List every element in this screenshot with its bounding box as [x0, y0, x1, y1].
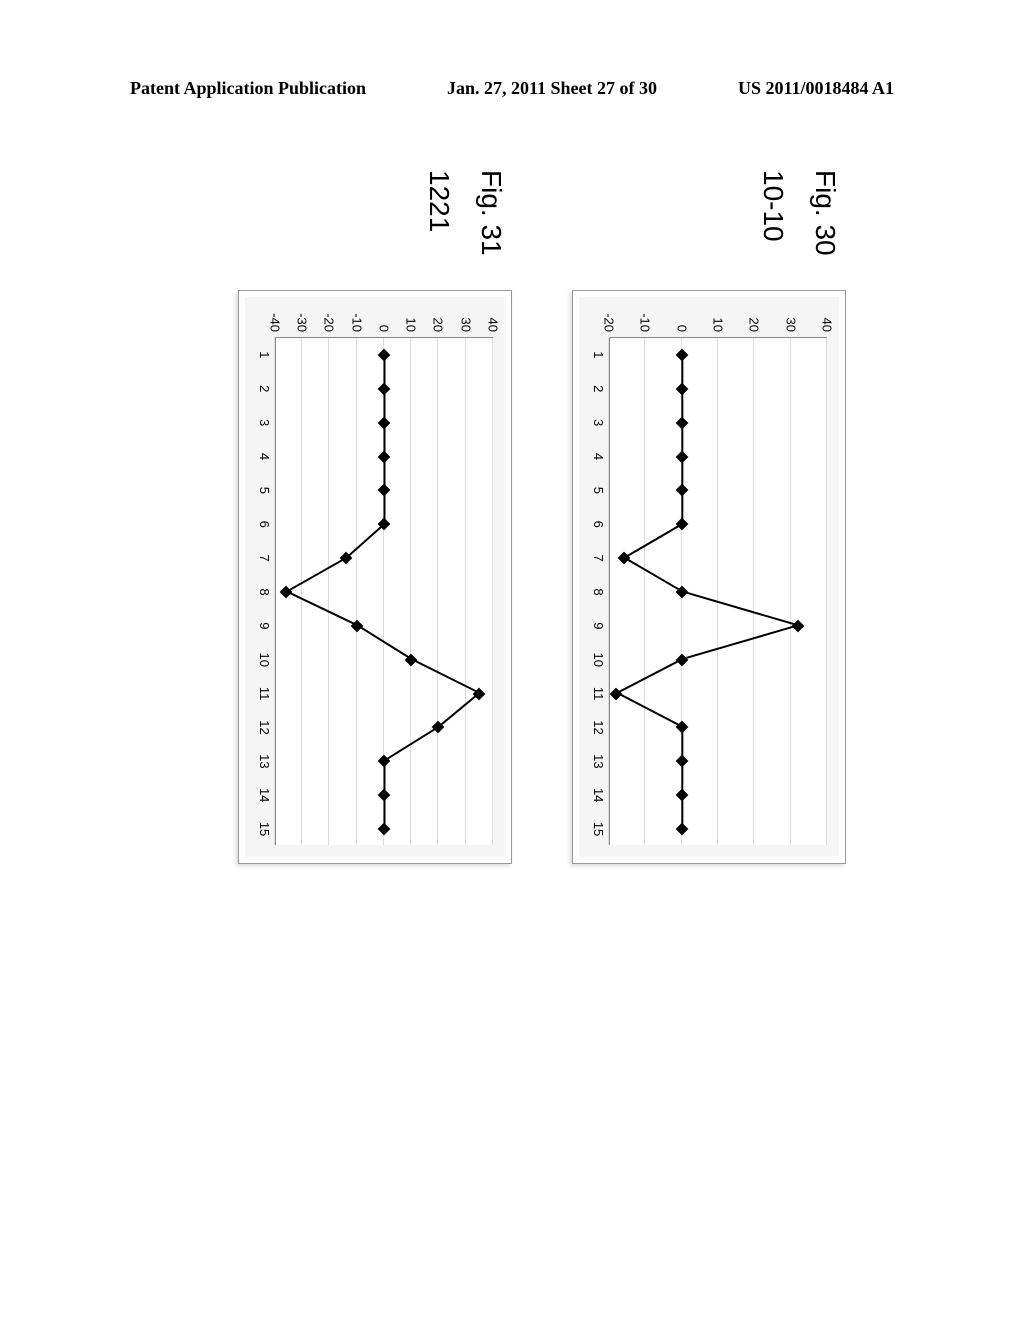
figure-30-chart-frame: -20-10010203040123456789101112131415	[572, 290, 846, 864]
figure-30-labels: Fig. 30 10-10	[757, 170, 846, 290]
figure-31-labels: Fig. 31 1221	[423, 170, 512, 290]
series-line	[610, 338, 827, 845]
x-tick-label: 2	[591, 385, 610, 392]
header-right: US 2011/0018484 A1	[738, 78, 894, 99]
y-tick-label: 40	[820, 318, 835, 338]
x-tick-label: 14	[591, 788, 610, 802]
x-tick-label: 11	[257, 687, 276, 701]
plot-area: -40-30-20-100102030401234567891011121314…	[275, 337, 493, 845]
figure-31-chart-frame: -40-30-20-100102030401234567891011121314…	[238, 290, 512, 864]
y-tick-label: 20	[431, 318, 446, 338]
x-tick-label: 7	[257, 555, 276, 562]
figure-30-title: Fig. 30	[809, 170, 841, 290]
figure-row-30: Fig. 30 10-10 -20-1001020304012345678910…	[572, 170, 846, 1150]
x-tick-label: 4	[257, 453, 276, 460]
x-tick-label: 9	[591, 622, 610, 629]
x-tick-label: 14	[257, 788, 276, 802]
figure-30-chart: -20-10010203040123456789101112131415	[579, 297, 839, 857]
x-tick-label: 13	[591, 754, 610, 768]
x-tick-label: 8	[257, 588, 276, 595]
y-tick-label: 30	[783, 318, 798, 338]
y-tick-label: 10	[404, 318, 419, 338]
x-tick-label: 10	[591, 652, 610, 666]
x-tick-label: 11	[591, 687, 610, 701]
x-tick-label: 5	[591, 487, 610, 494]
stage-inner: Fig. 30 10-10 -20-1001020304012345678910…	[238, 170, 846, 1150]
x-tick-label: 9	[257, 622, 276, 629]
figure-row-31: Fig. 31 1221 -40-30-20-10010203040123456…	[238, 170, 512, 1150]
x-tick-label: 2	[257, 385, 276, 392]
x-tick-label: 10	[257, 652, 276, 666]
x-tick-label: 3	[591, 419, 610, 426]
header-left: Patent Application Publication	[130, 78, 366, 99]
x-tick-label: 8	[591, 588, 610, 595]
y-tick-label: -20	[322, 313, 337, 338]
figure-30-subtitle: 10-10	[757, 170, 789, 290]
y-tick-label: 30	[458, 318, 473, 338]
x-tick-label: 12	[591, 720, 610, 734]
y-tick-label: -20	[602, 313, 617, 338]
x-tick-label: 13	[257, 754, 276, 768]
header-center: Jan. 27, 2011 Sheet 27 of 30	[447, 78, 657, 99]
x-tick-label: 1	[591, 351, 610, 358]
rotated-figure-stage: Fig. 30 10-10 -20-1001020304012345678910…	[178, 170, 846, 1150]
series-line	[276, 338, 493, 845]
x-tick-label: 3	[257, 419, 276, 426]
x-tick-label: 4	[591, 453, 610, 460]
x-tick-label: 15	[257, 822, 276, 836]
figure-31-subtitle: 1221	[423, 170, 455, 290]
y-tick-label: -10	[638, 313, 653, 338]
y-tick-label: -40	[268, 313, 283, 338]
y-tick-label: 10	[711, 318, 726, 338]
y-tick-label: 0	[674, 325, 689, 338]
y-tick-label: -30	[295, 313, 310, 338]
y-tick-label: -10	[349, 313, 364, 338]
x-tick-label: 7	[591, 555, 610, 562]
y-tick-label: 40	[486, 318, 501, 338]
plot-area: -20-10010203040123456789101112131415	[609, 337, 827, 845]
x-tick-label: 6	[591, 521, 610, 528]
figure-31-chart: -40-30-20-100102030401234567891011121314…	[245, 297, 505, 857]
figure-31-title: Fig. 31	[475, 170, 507, 290]
y-tick-label: 20	[747, 318, 762, 338]
y-tick-label: 0	[377, 325, 392, 338]
x-tick-label: 6	[257, 521, 276, 528]
page-header: Patent Application Publication Jan. 27, …	[0, 78, 1024, 99]
x-tick-label: 5	[257, 487, 276, 494]
x-tick-label: 15	[591, 822, 610, 836]
x-tick-label: 1	[257, 351, 276, 358]
x-tick-label: 12	[257, 720, 276, 734]
